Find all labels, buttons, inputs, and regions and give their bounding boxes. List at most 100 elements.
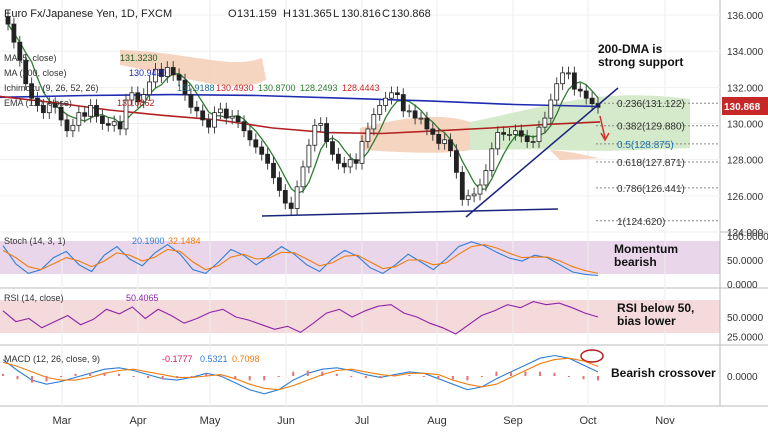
candle-body (259, 146, 265, 155)
annotations: 200-DMA is strong support Momentum beari… (598, 42, 716, 380)
candle-body (371, 114, 377, 130)
candle-body (430, 128, 436, 135)
candle-body (477, 184, 483, 195)
candle-body (335, 153, 341, 164)
candle-body (312, 124, 318, 146)
rsi-title: RSI (14, close) (4, 293, 64, 303)
trendlines (261, 87, 619, 363)
legend-ichimoku-v1: 131.9188 (177, 83, 215, 93)
legend-ema-value: 130.0862 (117, 98, 155, 108)
price-tick-label: 130.000 (727, 120, 764, 131)
osc-line (2, 241, 599, 276)
candle-body (489, 148, 495, 171)
candle-body (247, 130, 253, 141)
candle-body (536, 126, 542, 143)
macd-hist-bar (190, 376, 193, 377)
legend-ichimoku-v5: 128.4443 (342, 83, 380, 93)
candle-body (217, 108, 223, 114)
macd-line-value: 0.5321 (200, 354, 228, 364)
candle-body (129, 92, 135, 101)
labels: Mar Apr May Jun Jul Aug Sep Oct Nov 136.000 134.00… (53, 11, 768, 427)
osc-line (2, 301, 599, 335)
candle-body (170, 67, 176, 76)
osc-line (2, 244, 599, 274)
candle-body (448, 139, 453, 152)
ohlc-low-label: L (333, 8, 339, 20)
legend-ichimoku-v4: 128.2493 (300, 83, 338, 93)
x-tick-label: Nov (655, 415, 675, 427)
candle-body (436, 133, 442, 144)
price-tick-label: 134.000 (727, 47, 764, 58)
osc-tick-label: 50.0000 (727, 313, 764, 324)
candle-body (507, 133, 512, 136)
candle-body (583, 90, 589, 99)
candle-body (577, 88, 583, 92)
candle-body (394, 92, 400, 95)
macd-hist-bar (263, 376, 266, 381)
candle-body (518, 130, 524, 137)
macd-hist-bar (60, 376, 63, 378)
price-tick-label: 132.000 (727, 83, 764, 94)
price-tick-label: 128.000 (727, 156, 764, 167)
candle-body (495, 132, 501, 150)
macd-hist-bar (45, 376, 48, 382)
macd-hist-bar (480, 376, 483, 377)
ema110-line (0, 95, 601, 135)
candle-body (453, 150, 459, 173)
candle-body (483, 170, 489, 186)
macd-signal-value: 0.7098 (232, 354, 260, 364)
candle-body (46, 103, 52, 114)
candle-body (141, 94, 147, 103)
candle-body (330, 141, 335, 155)
candle-body (282, 190, 288, 204)
macd-hist-bar (219, 376, 222, 378)
candle-body (35, 97, 40, 106)
macd-hist-bar (437, 376, 440, 380)
macd-hist-bar (248, 376, 251, 381)
candle-body (70, 124, 76, 132)
ma200-line (0, 93, 601, 108)
macd-hist-bar (176, 376, 179, 379)
candle-body (158, 68, 164, 77)
candle-body (206, 119, 212, 128)
candle-body (353, 159, 359, 164)
fibonacci-lines: 0.236(131.122) 0.382(129.880) 0.5(128.875)… (596, 99, 718, 228)
macd-hist-bar (335, 373, 338, 376)
osc-line (2, 354, 599, 395)
stoch-d-value: 32.1484 (168, 236, 201, 246)
candle-body (501, 132, 507, 135)
x-tick-label: Apr (129, 415, 146, 427)
legend-ma5-value: 131.3230 (120, 53, 158, 63)
osc-tick-label: 25.0000 (727, 332, 764, 343)
x-tick-label: Oct (579, 415, 596, 427)
candle-body (294, 186, 300, 209)
candle-body (288, 202, 294, 209)
fib-label: 0.786(126.441) (617, 184, 685, 195)
macd-hist-bar (118, 373, 121, 376)
candle-body (117, 121, 123, 130)
candle-body (347, 159, 353, 168)
macd-hist-bar (74, 373, 77, 376)
macd-hist-bar (205, 373, 208, 376)
osc-line (2, 357, 599, 391)
fib-label: 1(124.620) (617, 217, 665, 228)
legend-ma5: MA (5, close) (4, 53, 57, 63)
stoch-band (0, 241, 720, 274)
x-tick-label: May (200, 415, 221, 427)
macd-annotation: Bearish crossover (611, 366, 716, 380)
macd-hist-bar (597, 376, 599, 381)
candle-body (412, 110, 418, 119)
candle-body (418, 117, 424, 120)
dma-annotation-line1: 200-DMA is (598, 42, 663, 56)
crossover-circle (580, 349, 604, 363)
legend-ichimoku-v2: 130.4930 (216, 83, 254, 93)
candle-body (572, 72, 577, 90)
macd-hist-bar (379, 376, 382, 379)
candle-body (135, 92, 141, 103)
candle-body (123, 99, 129, 130)
rising-trendline (465, 87, 619, 218)
osc-tick-label: 0.0000 (727, 372, 758, 383)
candle-body (554, 83, 560, 101)
